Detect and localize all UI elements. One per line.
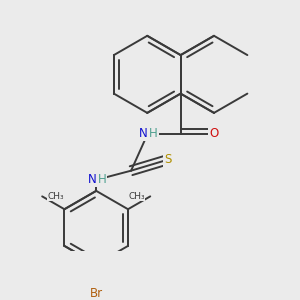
Text: N: N xyxy=(88,173,97,186)
Text: Br: Br xyxy=(90,287,103,300)
Text: CH₃: CH₃ xyxy=(48,192,64,201)
Text: N: N xyxy=(139,128,148,140)
Text: S: S xyxy=(164,153,172,166)
Text: H: H xyxy=(149,128,158,140)
Text: H: H xyxy=(98,173,106,186)
Text: NH: NH xyxy=(139,128,156,140)
Text: O: O xyxy=(209,128,218,140)
Text: CH₃: CH₃ xyxy=(128,192,145,201)
